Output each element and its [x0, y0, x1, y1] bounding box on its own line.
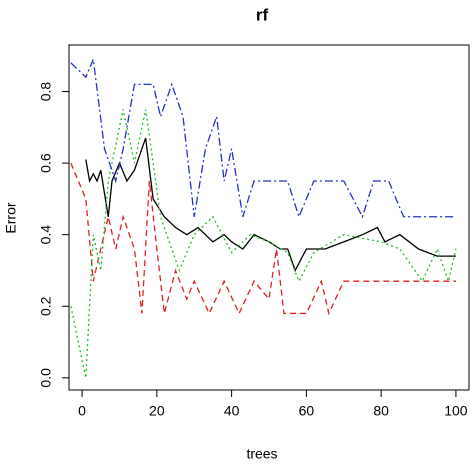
chart-title: rf [256, 5, 269, 24]
x-tick-label: 40 [224, 403, 240, 419]
y-tick-label: 0.8 [38, 82, 54, 102]
x-tick-label: 20 [149, 403, 165, 419]
x-tick-label: 80 [373, 403, 389, 419]
y-axis-label: Error [3, 202, 19, 233]
series-line [85, 137, 456, 273]
series-line [70, 162, 456, 316]
y-tick-label: 0.4 [38, 225, 54, 245]
series-line [70, 56, 456, 219]
x-tick-label: 0 [78, 403, 86, 419]
x-tick-label: 60 [299, 403, 315, 419]
x-axis-label: trees [246, 446, 277, 462]
y-tick-label: 0.2 [38, 296, 54, 316]
x-tick-label: 100 [444, 403, 468, 419]
y-tick-label: 0.6 [38, 153, 54, 173]
plot-box [68, 44, 470, 391]
series-line [70, 109, 457, 378]
y-tick-label: 0.0 [38, 368, 54, 388]
